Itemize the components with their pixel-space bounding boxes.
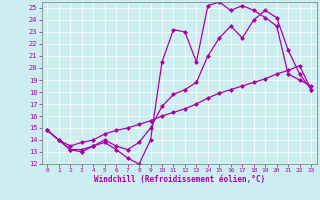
X-axis label: Windchill (Refroidissement éolien,°C): Windchill (Refroidissement éolien,°C) <box>94 175 265 184</box>
